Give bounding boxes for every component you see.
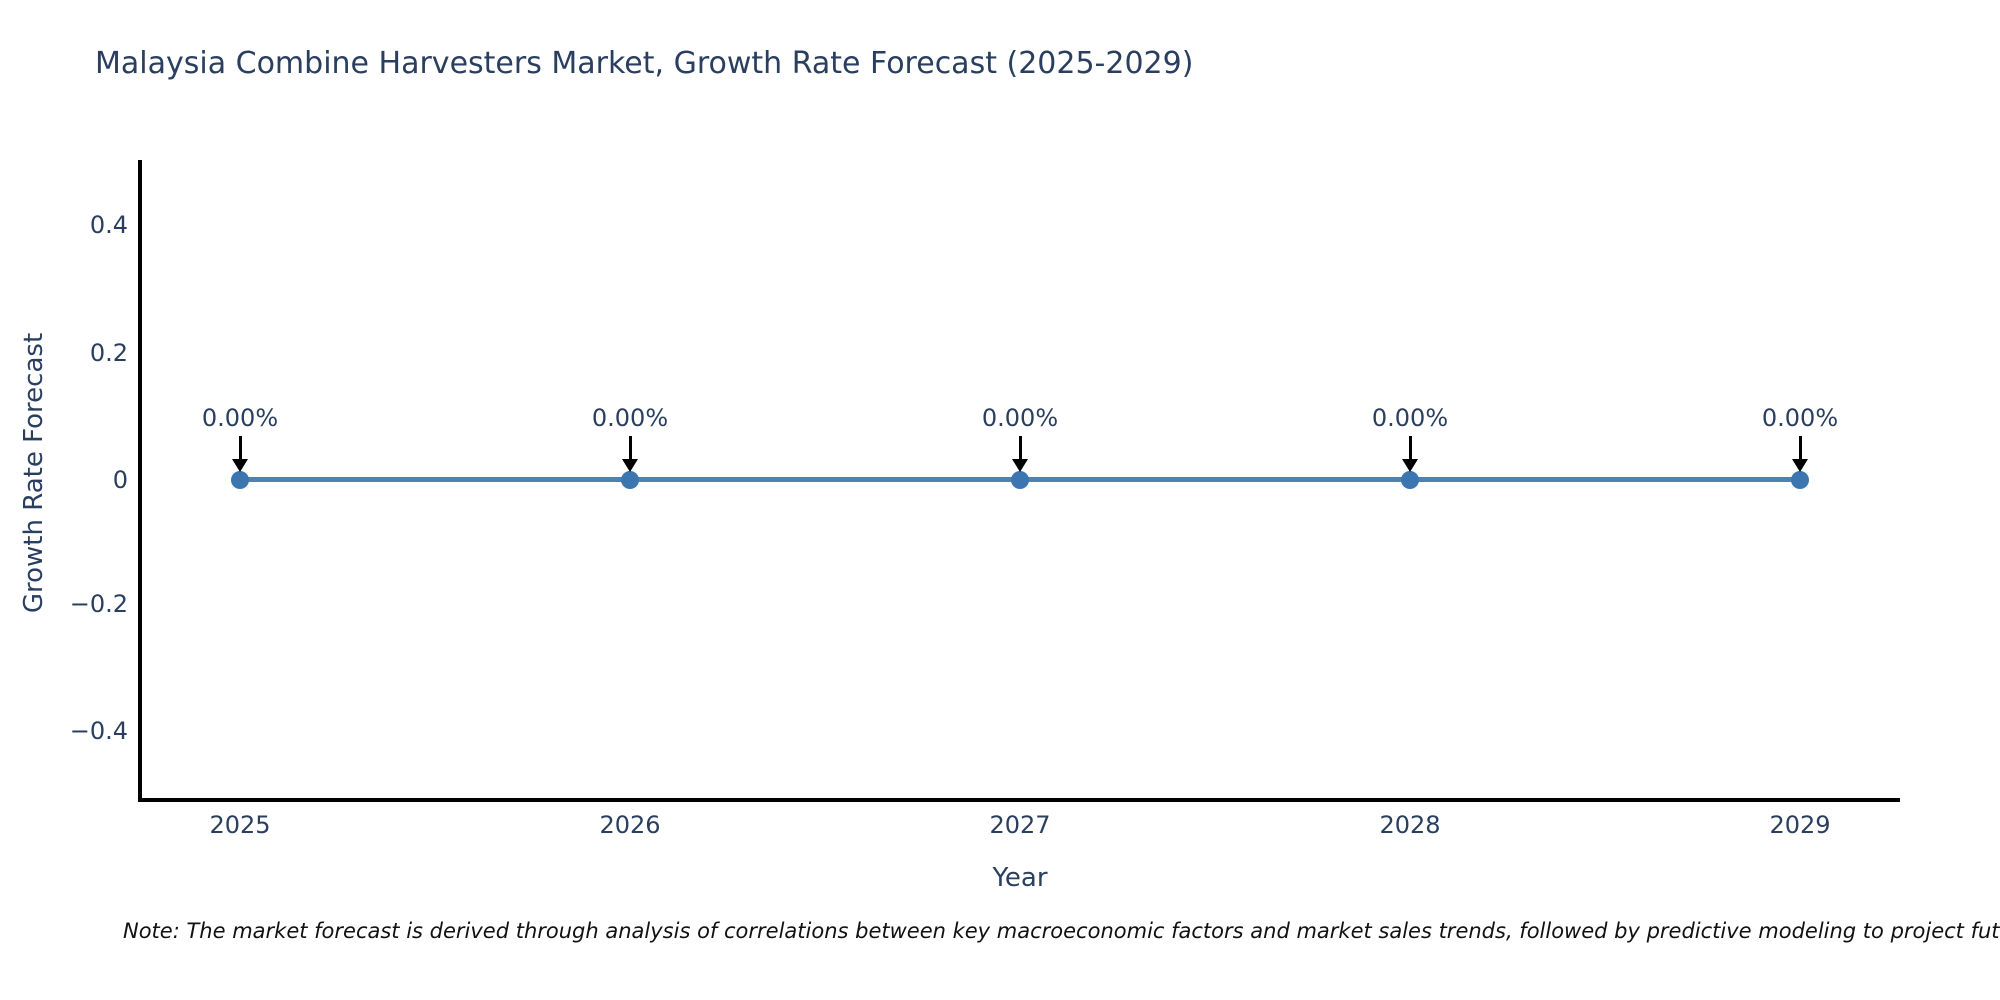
point-value-label: 0.00%	[1371, 404, 1449, 432]
point-value-label: 0.00%	[591, 404, 669, 432]
chart-title: Malaysia Combine Harvesters Market, Grow…	[95, 46, 1194, 81]
point-value-label: 0.00%	[981, 404, 1059, 432]
down-arrow-icon	[1402, 436, 1418, 472]
down-arrow-icon	[1012, 436, 1028, 472]
x-tick-label: 2029	[1769, 811, 1831, 839]
down-arrow-icon	[622, 436, 638, 472]
data-point-2029	[1791, 471, 1809, 489]
x-axis-title: Year	[992, 863, 1048, 893]
down-arrow-icon	[1792, 436, 1808, 472]
data-point-2027	[1011, 471, 1029, 489]
x-tick-label: 2025	[209, 811, 271, 839]
point-value-label: 0.00%	[201, 404, 279, 432]
x-tick-label: 2028	[1379, 811, 1441, 839]
data-point-2028	[1401, 471, 1419, 489]
chart-footnote: Note: The market forecast is derived thr…	[123, 919, 2000, 943]
y-tick-label: −0.4	[69, 717, 128, 745]
y-tick-label: 0	[112, 466, 128, 494]
y-axis-line	[138, 160, 142, 802]
y-tick-label: 0.2	[89, 339, 128, 367]
x-tick-label: 2027	[989, 811, 1051, 839]
data-point-2025	[231, 471, 249, 489]
x-axis-line	[138, 798, 1900, 802]
data-point-2026	[621, 471, 639, 489]
y-axis-title: Growth Rate Forecast	[19, 332, 49, 614]
y-tick-label: −0.2	[69, 590, 128, 618]
down-arrow-icon	[232, 436, 248, 472]
y-tick-label: 0.4	[89, 211, 128, 239]
x-tick-label: 2026	[599, 811, 661, 839]
point-value-label: 0.00%	[1761, 404, 1839, 432]
